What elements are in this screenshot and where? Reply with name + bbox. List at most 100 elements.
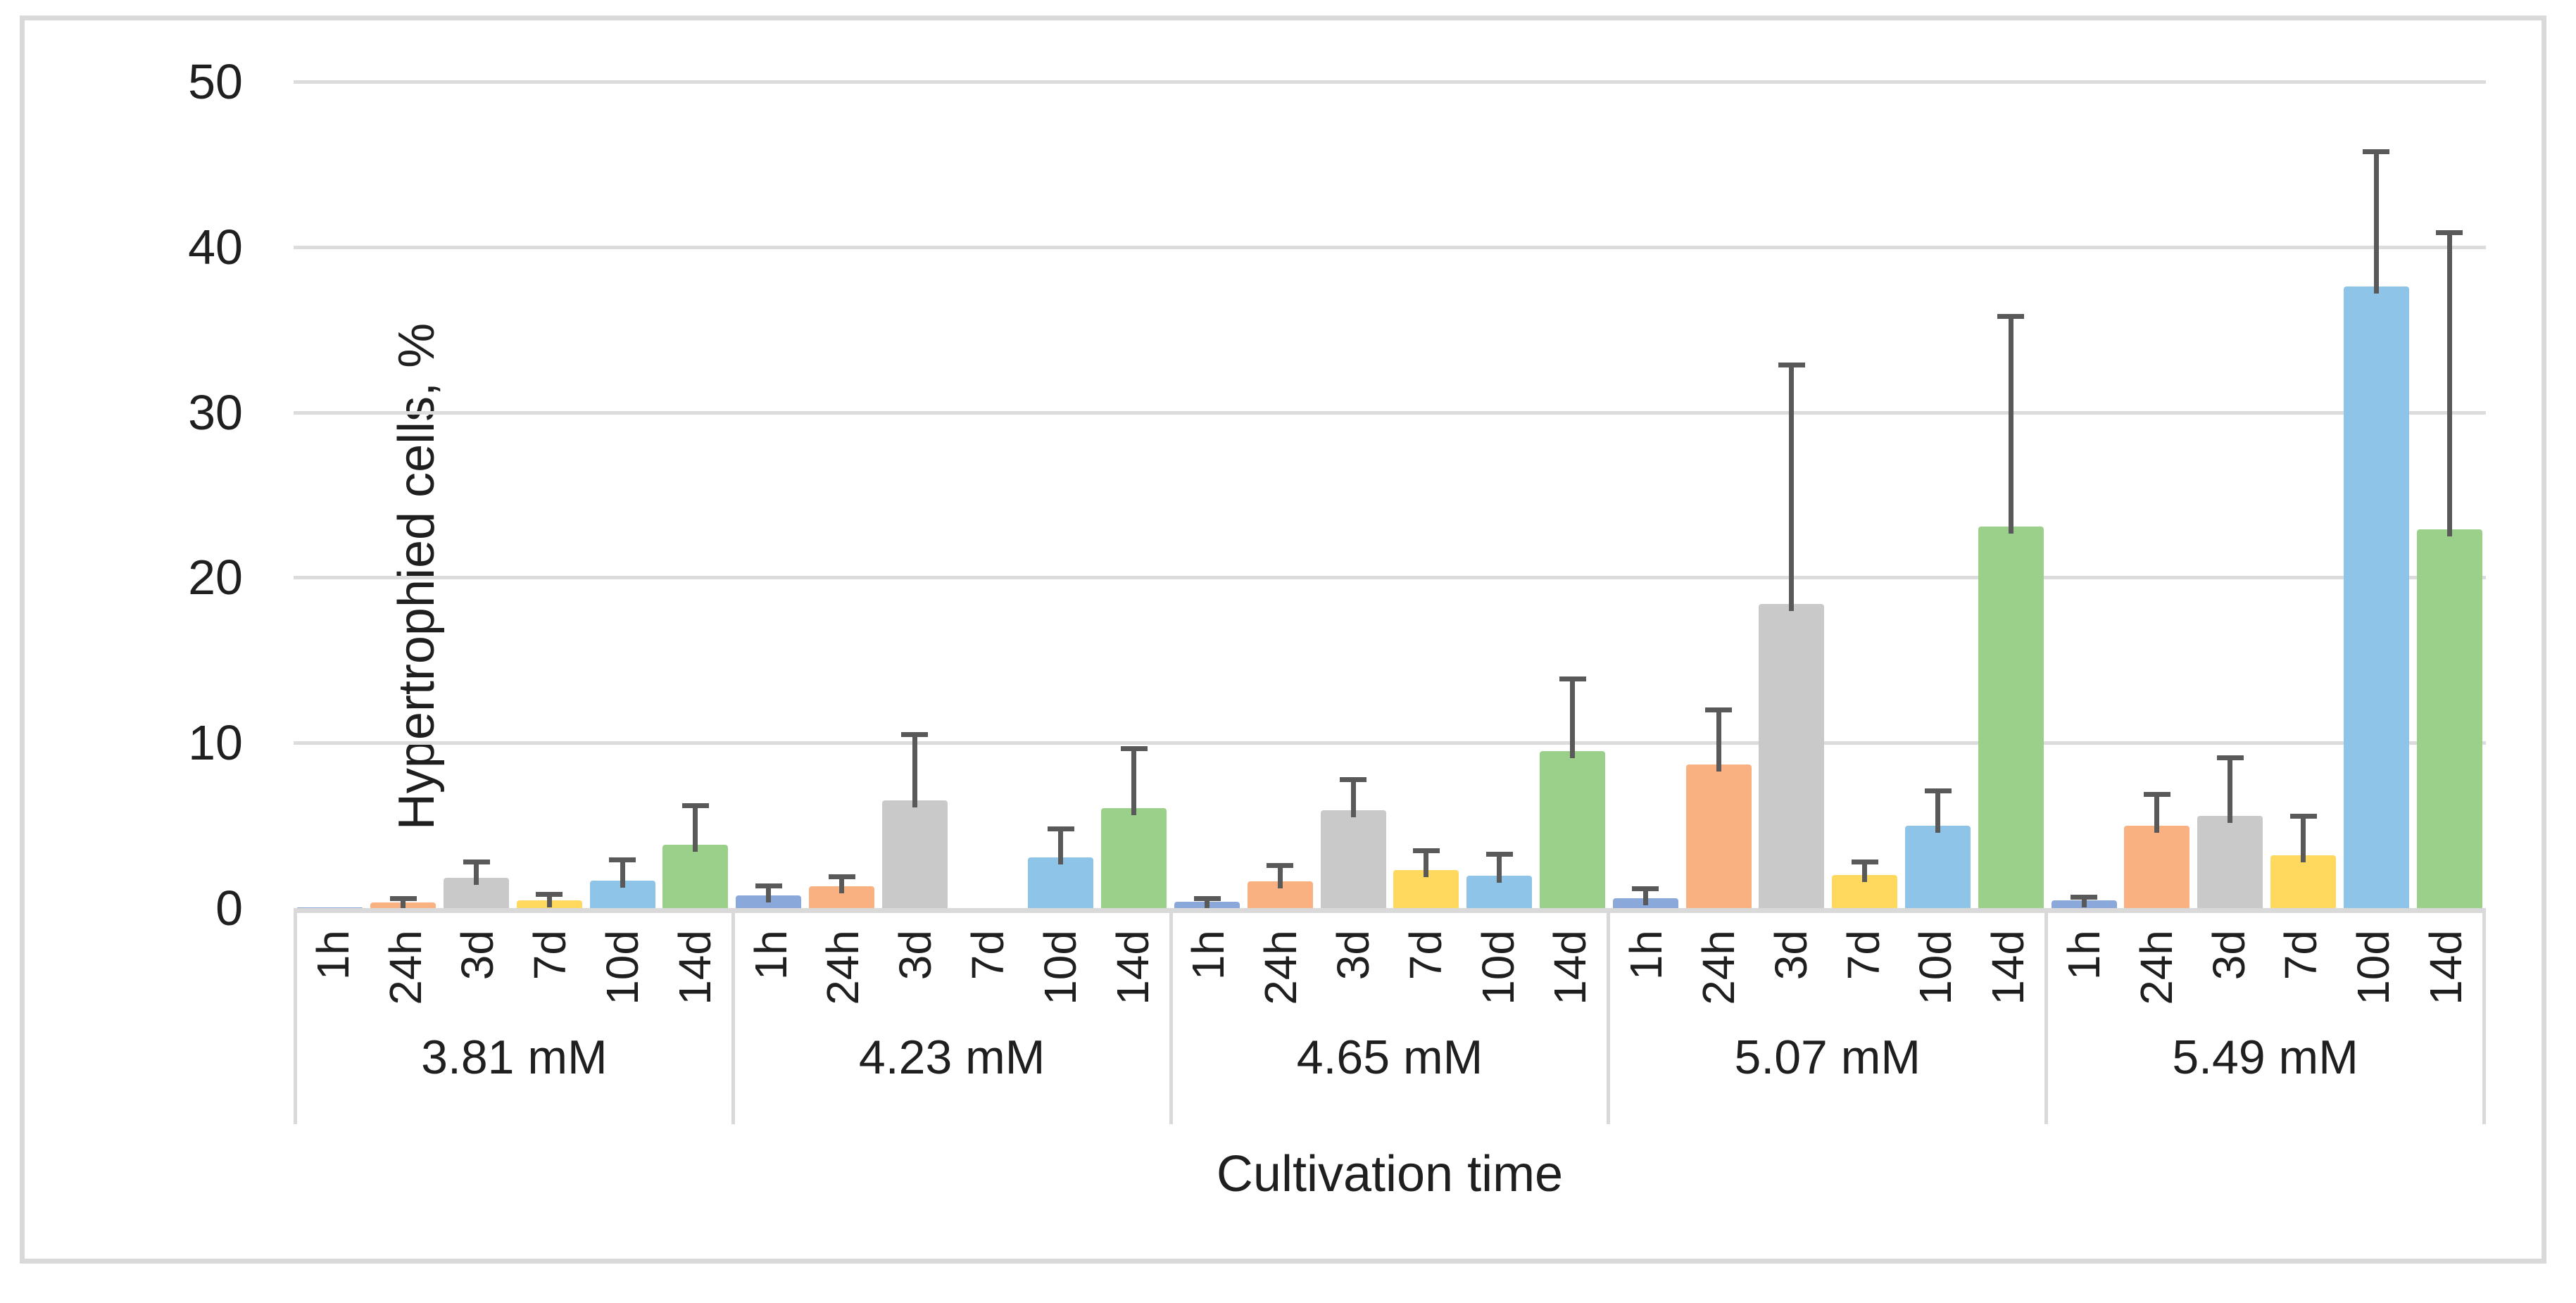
time-label-slot: 7d [1828,913,1900,980]
error-bar-cap [2071,894,2098,900]
error-bar-cap [1485,851,1513,857]
error-bar-cap [1340,776,1367,782]
bar-4.23mM-3d [881,800,948,908]
error-bar-stem [1862,862,1868,883]
error-bar-stem [1716,710,1721,772]
error-bar-cap [901,732,929,738]
time-label-slot: 3d [1317,913,1390,980]
error-bar-stem [1935,791,1940,833]
group-label-5.49mM: 5.49 mM [2172,1031,2358,1084]
bar-4.23mM-10d [1028,857,1094,908]
error-bar-stem [2228,757,2233,823]
bar-5.49mM-10d [2343,287,2409,908]
plot-area: Hypertrophied cells, % 50 40 30 20 10 0 [188,56,2486,934]
time-label-24h: 24h [2130,930,2182,1005]
error-bar-stem [1350,779,1356,818]
time-label-slot: 1h [297,913,370,980]
time-label-row: 1h 24h 3d 7d 10d 14d [297,913,731,1036]
time-label-slot: 14d [2410,913,2482,1005]
bar-5.07mM-14d [1978,526,2044,908]
time-label-24h: 24h [1692,930,1744,1005]
time-label-10d: 10d [2348,930,2399,1005]
bar-5.07mM-10d [1905,825,1971,908]
time-label-14d: 14d [1107,930,1158,1005]
error-bar-stem [1789,364,1795,611]
time-label-24h: 24h [1255,930,1307,1005]
time-label-slot: 14d [1535,913,1607,1005]
time-label-slot: 7d [2266,913,2338,980]
bar-4.65mM-14d [1540,750,1605,908]
time-label-7d: 7d [962,930,1013,981]
time-label-7d: 7d [2275,930,2327,981]
group-cell-4.23mM: 1h 24h 3d 7d 10d 14d 4.23 mM [731,913,1169,1124]
error-bar-stem [2446,232,2452,537]
time-label-14d: 14d [2420,930,2471,1005]
time-label-slot: 1h [735,913,808,980]
error-bar-cap [1120,746,1148,752]
error-bar-cap [681,803,709,809]
error-bar-stem [2081,896,2087,908]
time-label-slot: 10d [2337,913,2410,1005]
time-label-7d: 7d [1837,930,1889,981]
time-label-slot: 3d [879,913,952,980]
bar-3.81mM-14d [662,844,729,908]
time-label-10d: 10d [1910,930,1961,1005]
time-label-14d: 14d [1983,930,2034,1005]
time-label-24h: 24h [817,930,869,1005]
error-bar-cap [1851,860,1878,865]
time-label-slot: 24h [1245,913,1317,1005]
bar-3.81mM-1h [297,907,363,908]
gridline-y50 [294,80,2486,84]
error-bar-stem [1277,864,1283,889]
time-label-24h: 24h [379,930,431,1005]
time-label-slot: 1h [1173,913,1245,980]
time-label-row: 1h 24h 3d 7d 10d 14d [2048,913,2482,1036]
time-label-row: 1h 24h 3d 7d 10d 14d [735,913,1169,1036]
error-bar-cap [2143,791,2170,797]
time-label-slot: 14d [1972,913,2044,1005]
time-label-slot: 3d [1755,913,1828,980]
error-bar-cap [1193,895,1221,901]
group-cell-3.81mM: 1h 24h 3d 7d 10d 14d 3.81 mM [294,913,731,1124]
error-bar-stem [693,805,698,852]
bar-4.23mM-14d [1101,807,1167,908]
time-label-slot: 10d [1462,913,1535,1005]
error-bar-stem [401,898,406,908]
error-bar-cap [2436,229,2463,235]
error-bar-cap [536,892,563,898]
time-label-slot: 3d [442,913,515,980]
time-label-slot: 24h [2121,913,2193,1005]
error-bar-cap [755,883,782,889]
error-bar-cap [2289,813,2317,819]
time-label-7d: 7d [1400,930,1451,981]
error-bar-cap [609,857,636,862]
group-label-3.81mM: 3.81 mM [421,1031,608,1084]
error-bar-stem [2373,151,2379,294]
group-cell-4.65mM: 1h 24h 3d 7d 10d 14d 4.65 mM [1169,913,1607,1124]
time-label-10d: 10d [1472,930,1523,1005]
time-label-slot: 1h [1610,913,1683,980]
group-cell-5.07mM: 1h 24h 3d 7d 10d 14d 5.07 mM [1607,913,2044,1124]
bar-5.07mM-24h [1685,764,1752,908]
gridline-y30 [294,410,2486,415]
time-label-slot: 24h [370,913,442,1005]
error-bar-cap [1632,886,1659,891]
error-bar-stem [1497,853,1502,883]
bar-5.07mM-3d [1759,603,1825,908]
time-label-3d: 3d [890,930,941,981]
error-bar-cap [2216,755,2244,761]
error-bar-stem [1570,678,1575,758]
time-label-1h: 1h [1621,930,1672,981]
time-label-slot: 7d [1390,913,1462,980]
error-bar-cap [389,895,417,901]
error-bar-cap [1705,707,1733,713]
time-label-slot: 14d [1097,913,1169,1005]
time-label-slot: 7d [952,913,1024,980]
gridline-y10 [294,741,2486,745]
time-label-14d: 14d [669,930,720,1005]
time-label-slot: 10d [586,913,659,1005]
error-bar-stem [620,859,625,888]
group-cell-5.49mM: 1h 24h 3d 7d 10d 14d 5.49 mM [2044,913,2486,1124]
time-label-slot: 10d [1024,913,1097,1005]
